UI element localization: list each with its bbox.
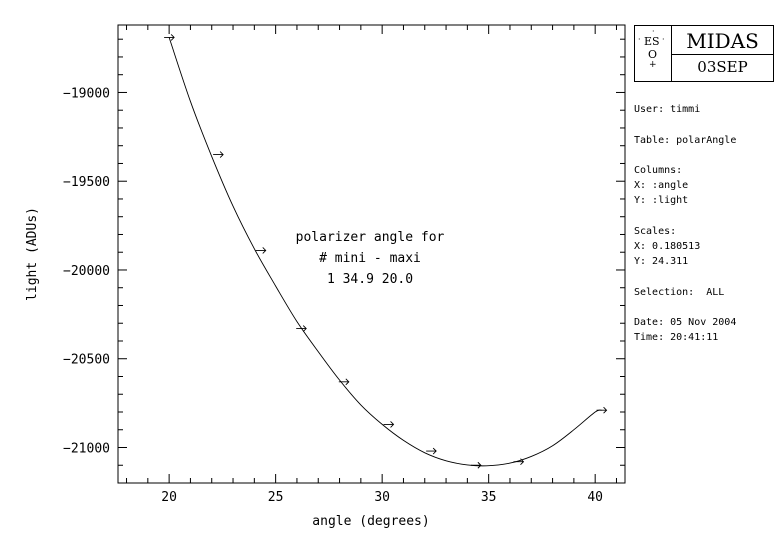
info-selection: Selection: ALL [634, 287, 725, 298]
y-tick-label: −20000 [63, 264, 110, 279]
eso-o: O [648, 48, 658, 61]
info-columns-y: Y: :light [634, 195, 689, 206]
point-marker [383, 421, 395, 428]
x-axis-label: angle (degrees) [312, 514, 429, 529]
annotation-line-3: 1 34.9 20.0 [327, 272, 413, 287]
data-point [164, 34, 175, 41]
eso-logo: · · ES · O + [635, 26, 672, 81]
x-tick-label: 40 [587, 490, 603, 505]
point-marker [255, 247, 267, 254]
data-point [338, 378, 350, 386]
point-marker [513, 458, 525, 466]
data-point [470, 461, 482, 469]
info-columns-x: X: :angle [634, 180, 689, 191]
midas-title: MIDAS [672, 26, 773, 55]
info-scales-label: Scales: [634, 226, 677, 237]
x-tick-label: 25 [268, 490, 284, 505]
point-marker [596, 406, 608, 414]
x-axis-ticks: 20 25 30 35 40 [126, 25, 617, 505]
info-scales-x: X: 0.180513 [634, 241, 701, 252]
data-points [164, 34, 608, 469]
eso-dot-left: · [638, 35, 641, 44]
info-scales-y: Y: 24.311 [634, 256, 689, 267]
eso-text: ES [644, 35, 660, 48]
y-tick-label: −21000 [63, 441, 110, 456]
info-time: Time: 20:41:11 [634, 332, 719, 343]
eso-dot-right: · [662, 35, 665, 44]
info-columns-label: Columns: [634, 165, 683, 176]
annotation-line-2: # mini - maxi [319, 251, 421, 266]
annotation-line-1: polarizer angle for [296, 230, 445, 245]
x-tick-label: 30 [374, 490, 390, 505]
x-tick-label: 20 [161, 490, 177, 505]
eso-plus: + [649, 60, 657, 70]
info-table: Table: polarAngle [634, 135, 737, 146]
point-marker [426, 447, 437, 455]
fit-curve [168, 37, 602, 467]
data-point [513, 458, 525, 466]
y-tick-label: −19500 [63, 175, 110, 190]
eso-dot-top: · [652, 27, 655, 36]
midas-version: 03SEP [697, 58, 748, 76]
point-marker [296, 325, 307, 332]
plot-frame [117, 24, 626, 484]
point-marker [213, 151, 224, 158]
point-marker [338, 378, 350, 386]
point-marker [470, 461, 482, 469]
data-point [296, 325, 307, 332]
y-tick-label: −19000 [63, 86, 110, 101]
data-point [383, 421, 395, 428]
info-user: User: timmi [634, 104, 701, 115]
y-axis-ticks: −21000 −20500 −20000 −19500 −19000 [63, 38, 625, 484]
point-marker [164, 34, 175, 41]
midas-logo: · · ES · O + MIDAS 03SEP [634, 25, 774, 82]
data-point [426, 447, 437, 455]
y-tick-label: −20500 [63, 353, 110, 368]
x-tick-label: 35 [481, 490, 497, 505]
data-point [255, 247, 267, 254]
data-point [213, 151, 224, 158]
info-date: Date: 05 Nov 2004 [634, 317, 737, 328]
data-point [596, 406, 608, 414]
y-axis-label: light (ADUs) [25, 207, 40, 301]
